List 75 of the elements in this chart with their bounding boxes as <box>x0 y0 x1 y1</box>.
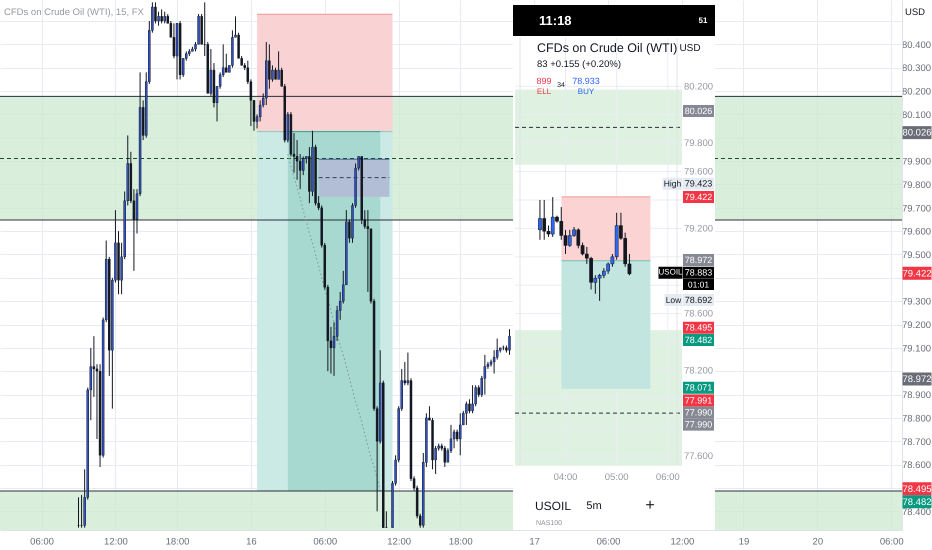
annotation: USOIL <box>658 268 684 277</box>
text: 83 +0.155 (+0.20%) <box>537 59 621 70</box>
x-tick-label: 12:00 <box>104 536 128 548</box>
y-tick-label: 79.800 <box>902 180 932 191</box>
annotation: 78.495 <box>902 484 932 495</box>
y-tick-label: 79.100 <box>902 343 932 354</box>
annotation: 11:18 <box>539 13 572 28</box>
x-tick-label: 20 <box>812 536 824 548</box>
y-tick-label: 80.400 <box>902 40 932 51</box>
x-tick-label: 06:00 <box>880 536 904 548</box>
y-tick-label: 78.800 <box>902 413 932 424</box>
annotation: 78.692 <box>684 295 712 305</box>
x-tick-label: 19 <box>738 536 750 548</box>
annotation: 79.422 <box>902 268 932 280</box>
annotation: 78.972 <box>902 374 932 385</box>
x-tick-label: 16 <box>246 536 257 548</box>
y-tick-label: 79.200 <box>684 223 714 234</box>
annotation: 5m <box>586 500 602 512</box>
y-tick-label: 79.200 <box>902 320 932 332</box>
y-tick-label: 79.600 <box>902 226 932 238</box>
y-tick-label: 80.200 <box>902 86 932 98</box>
y-tick-label: 78.600 <box>902 460 932 472</box>
annotation: 77.991 <box>684 395 712 406</box>
annotation: High <box>664 178 682 189</box>
annotation: 78.933 <box>572 76 600 86</box>
annotation: 77.990 <box>684 408 712 418</box>
x-tick-label: 12:00 <box>670 536 694 548</box>
annotation: 78.482 <box>684 335 712 345</box>
y-tick-label: 79.600 <box>684 166 714 178</box>
annotation: 80.026 <box>684 106 712 116</box>
x-tick-label: 05:00 <box>604 472 629 483</box>
text: CFDs on Crude Oil (WTI), 15, FX <box>4 7 145 18</box>
x-tick-label: 18:00 <box>166 536 190 548</box>
y-tick-label: 80.100 <box>902 110 932 121</box>
annotation: 78.071 <box>684 382 712 393</box>
chart-title: CFDs on Crude Oil (WTI) <box>537 41 678 55</box>
y-tick-label: 80.300 <box>902 63 932 74</box>
annotation: 51 <box>698 16 708 25</box>
x-tick-label: 18:00 <box>448 536 473 548</box>
y-tick-label: 78.700 <box>902 436 932 448</box>
y-tick-label: 78.900 <box>902 390 932 402</box>
annotation: 78.495 <box>684 322 712 333</box>
annotation: BUY <box>578 87 595 96</box>
annotation: 79.422 <box>684 192 712 202</box>
y-tick-label: 79.800 <box>684 138 714 150</box>
annotation: USD <box>679 43 701 54</box>
x-tick-label: 06:00 <box>596 536 620 548</box>
text: USD <box>904 7 926 18</box>
y-tick-label: 79.300 <box>902 296 932 308</box>
annotation: 899 <box>536 76 552 86</box>
annotation: Low <box>666 295 682 305</box>
y-tick-label: 79.700 <box>902 203 932 214</box>
annotation: 78.482 <box>902 496 932 508</box>
annotation: 01:01 <box>688 280 710 290</box>
x-tick-label: 06:00 <box>313 536 338 548</box>
annotation: + <box>645 497 655 514</box>
y-tick-label: 77.600 <box>684 450 714 462</box>
x-tick-label: 12:00 <box>387 536 412 548</box>
x-tick-label: 06:00 <box>656 472 680 483</box>
x-tick-label: 06:00 <box>30 536 54 548</box>
annotation: ELL <box>536 87 552 96</box>
y-tick-label: 78.200 <box>684 366 714 376</box>
y-tick-label: 78.400 <box>902 506 932 518</box>
y-tick-label: 79.900 <box>902 156 932 168</box>
y-tick-label: 80.200 <box>684 81 714 92</box>
annotation: 79.423 <box>684 178 712 189</box>
annotation: 77.990 <box>684 420 712 430</box>
annotation: USOIL <box>535 499 572 513</box>
x-tick-label: 04:00 <box>554 472 578 483</box>
x-tick-label: 17 <box>529 536 540 548</box>
y-tick-label: 78.600 <box>684 308 714 320</box>
annotation: 78.883 <box>684 268 712 278</box>
annotation: 78.972 <box>684 255 712 265</box>
annotation: 80.026 <box>902 128 932 139</box>
y-tick-label: 79.500 <box>902 250 932 261</box>
